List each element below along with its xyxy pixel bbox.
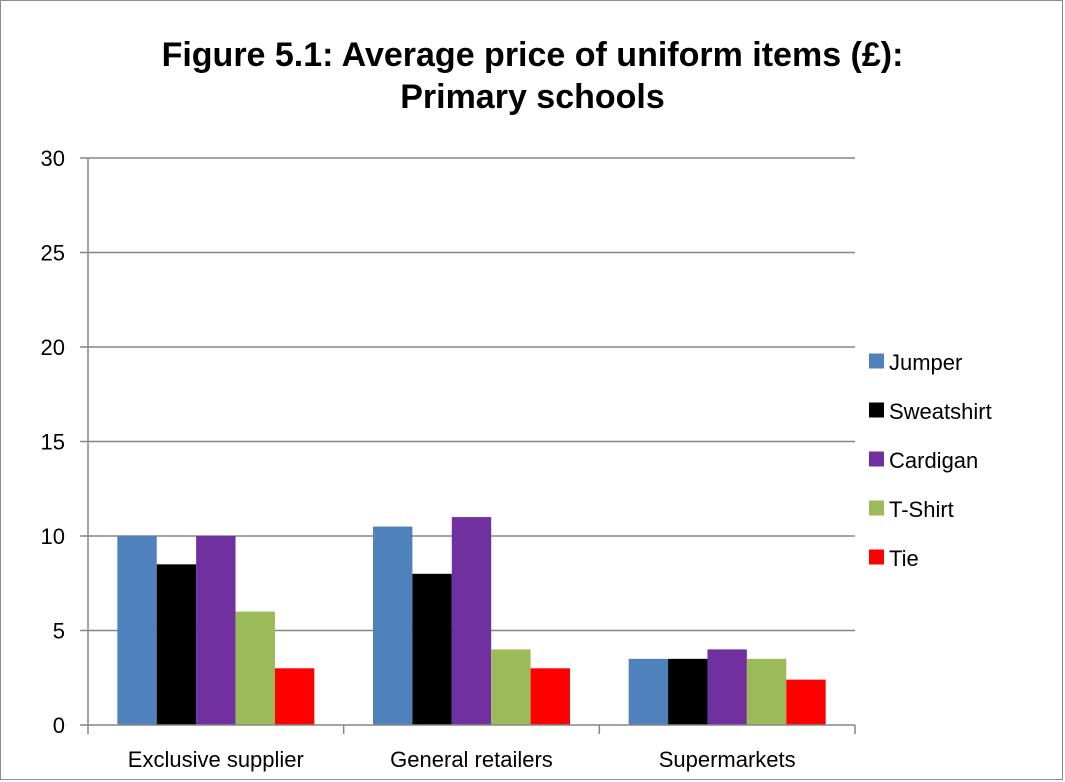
legend: Jumper Sweatshirt Cardigan T-Shirt Tie — [869, 350, 992, 571]
y-tick-label: 30 — [41, 146, 65, 171]
y-tick-label: 0 — [53, 713, 65, 738]
y-tick-label: 5 — [53, 619, 65, 644]
legend-swatch — [869, 353, 884, 369]
legend-label: Tie — [889, 546, 919, 571]
y-tick-label: 20 — [41, 335, 65, 360]
legend-swatch — [869, 402, 884, 418]
bar-t-shirt — [491, 649, 531, 725]
chart-title-line-2: Primary schools — [400, 78, 665, 116]
bar-tie — [274, 668, 315, 725]
bars — [117, 517, 826, 725]
bar-sweatshirt — [668, 658, 708, 725]
bar-tie — [530, 668, 570, 725]
legend-swatch — [869, 500, 884, 516]
legend-swatch — [869, 451, 884, 467]
bar-jumper — [117, 536, 157, 725]
bar-t-shirt — [235, 611, 275, 725]
y-tick-label: 15 — [41, 430, 65, 455]
y-tick-label: 10 — [41, 524, 65, 549]
bar-tie — [786, 679, 826, 725]
bar-sweatshirt — [412, 573, 452, 725]
bar-jumper — [628, 658, 669, 725]
x-tick-label: Exclusive supplier — [128, 747, 304, 772]
bar-sweatshirt — [156, 564, 197, 725]
chart-title: Figure 5.1: Average price of uniform ite… — [0, 34, 1065, 118]
bar-cardigan — [196, 536, 236, 725]
bar-t-shirt — [746, 658, 787, 725]
x-tick-label: Supermarkets — [659, 747, 796, 772]
legend-label: Jumper — [889, 350, 962, 375]
axes: 0 5 10 15 20 25 30 Exclusive supplier General re… — [41, 146, 856, 772]
y-tick-label: 25 — [41, 241, 65, 266]
legend-label: Cardigan — [889, 448, 978, 473]
bar-cardigan — [707, 649, 747, 725]
bar-cardigan — [451, 517, 492, 725]
x-tick-label: General retailers — [390, 747, 553, 772]
legend-swatch — [869, 549, 884, 565]
legend-label: Sweatshirt — [889, 399, 992, 424]
bar-jumper — [373, 526, 413, 725]
legend-label: T-Shirt — [889, 497, 954, 522]
chart-title-line-1: Figure 5.1: Average price of uniform ite… — [161, 36, 904, 74]
